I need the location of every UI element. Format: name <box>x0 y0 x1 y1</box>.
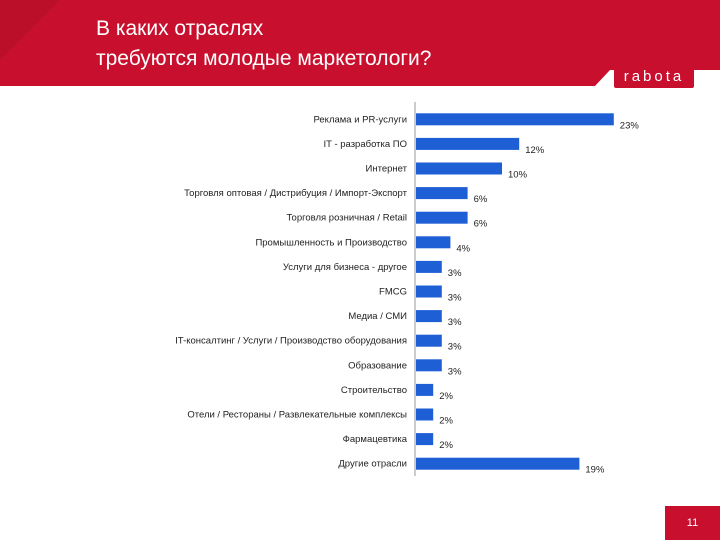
industry-bar-chart: Реклама и PR-услуги 23% IT - разработка ПО… <box>175 102 640 476</box>
category-label: IT - разработка ПО <box>324 139 407 150</box>
category-label: Торговля оптовая / Дистрибуция / Импорт-… <box>184 188 408 199</box>
category-label: Услуги для бизнеса - другое <box>283 262 407 273</box>
title-line-2: требуются молодые маркетологи? <box>96 47 432 70</box>
data-label: 3% <box>448 342 462 353</box>
bar <box>416 433 434 446</box>
category-label: Отели / Рестораны / Развлекательные комп… <box>187 410 407 421</box>
data-label: 12% <box>525 145 545 156</box>
page-number: 11 <box>665 506 720 540</box>
category-label: Образование <box>348 360 407 371</box>
category-label: Строительство <box>341 385 407 396</box>
bar <box>416 310 442 323</box>
data-label: 19% <box>585 465 605 476</box>
data-label: 6% <box>474 219 488 230</box>
bar <box>416 211 468 224</box>
bar <box>416 260 442 273</box>
category-label: IT-консалтинг / Услуги / Производство об… <box>175 336 407 347</box>
category-label: Промышленность и Производство <box>255 237 407 248</box>
page-title: В каких отраслях требуются молодые марке… <box>96 14 516 74</box>
category-label: Интернет <box>366 164 408 175</box>
data-label: 2% <box>439 440 453 451</box>
bar <box>416 236 451 249</box>
bar <box>416 162 502 175</box>
category-label: Фармацевтика <box>343 434 408 445</box>
category-label: Реклама и PR-услуги <box>313 114 407 125</box>
bar <box>416 359 442 372</box>
data-label: 2% <box>439 391 453 402</box>
data-label: 3% <box>448 268 462 279</box>
data-label: 10% <box>508 170 528 181</box>
bar <box>416 137 520 150</box>
bar <box>416 113 614 126</box>
data-label: 4% <box>456 243 470 254</box>
data-label: 3% <box>448 366 462 377</box>
data-label: 23% <box>620 120 640 131</box>
category-label: Другие отрасли <box>338 459 407 470</box>
data-label: 2% <box>439 416 453 427</box>
bar <box>416 457 580 470</box>
category-label: FMCG <box>379 287 407 298</box>
category-label: Торговля розничная / Retail <box>286 213 407 224</box>
data-label: 3% <box>448 317 462 328</box>
bar <box>416 383 434 396</box>
header-background <box>0 0 720 86</box>
bar <box>416 408 434 421</box>
rabota-logo: rabota <box>614 66 694 88</box>
bar <box>416 285 442 298</box>
bar <box>416 187 468 200</box>
data-label: 3% <box>448 293 462 304</box>
header-banner: В каких отраслях требуются молодые марке… <box>0 0 720 86</box>
category-label: Медиа / СМИ <box>348 311 407 322</box>
data-label: 6% <box>474 194 488 205</box>
title-line-1: В каких отраслях <box>96 17 264 40</box>
bar <box>416 334 442 347</box>
logo-suffix: ua <box>698 63 707 72</box>
